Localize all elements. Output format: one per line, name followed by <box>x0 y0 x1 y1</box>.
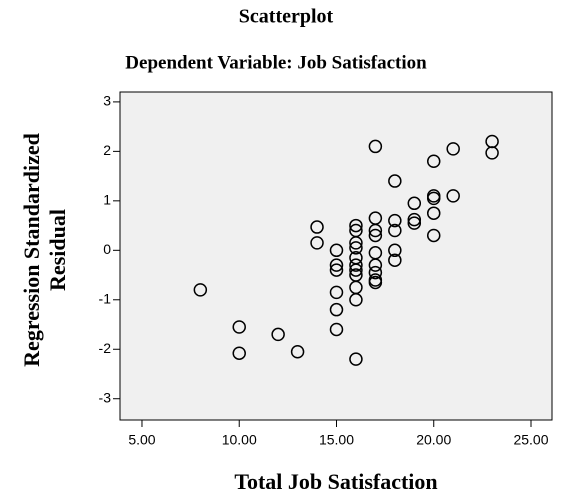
x-tick-label: 5.00 <box>128 432 155 448</box>
x-tick-label: 15.00 <box>319 432 354 448</box>
point <box>368 275 383 290</box>
y-tick-label: -1 <box>99 290 112 306</box>
point <box>349 236 363 250</box>
point <box>368 139 383 154</box>
x-tick-label: 20.00 <box>416 432 451 448</box>
point <box>388 223 402 238</box>
y-axis-label: Regression Standardized <box>19 133 44 367</box>
y-tick-label: 2 <box>103 142 111 158</box>
point <box>368 223 383 238</box>
point <box>407 196 422 211</box>
point <box>349 258 363 272</box>
y-tick-label: -2 <box>99 340 112 356</box>
point <box>407 216 422 230</box>
point <box>193 283 208 297</box>
point <box>329 243 344 258</box>
point <box>349 218 363 233</box>
point <box>232 320 246 334</box>
point <box>310 236 324 250</box>
x-tick-label: 10.00 <box>222 432 257 448</box>
point <box>349 352 363 366</box>
point <box>426 206 441 220</box>
point <box>349 293 363 307</box>
point <box>446 189 460 203</box>
y-axis-label: Residual <box>45 209 70 291</box>
point <box>329 258 344 272</box>
point <box>290 344 305 359</box>
point <box>329 302 344 317</box>
point <box>388 213 402 228</box>
x-tick-label: 25.00 <box>513 432 548 448</box>
point <box>368 258 383 272</box>
point <box>368 265 383 280</box>
chart-subtitle: Dependent Variable: Job Satisfaction <box>125 52 427 73</box>
point <box>349 241 363 255</box>
point <box>329 322 344 337</box>
point <box>329 263 344 277</box>
point <box>368 228 383 243</box>
point <box>388 243 402 258</box>
point <box>349 263 363 277</box>
point <box>271 327 285 342</box>
point <box>426 191 441 206</box>
point <box>426 228 441 243</box>
point <box>310 220 324 234</box>
x-axis-label: Total Job Satisfaction <box>234 469 437 494</box>
point <box>388 174 402 188</box>
point <box>407 212 422 227</box>
y-tick-label: 1 <box>103 192 111 208</box>
y-tick-label: 3 <box>103 93 111 109</box>
point <box>232 346 246 360</box>
y-tick-label: -3 <box>99 389 112 405</box>
point <box>329 285 344 300</box>
point <box>446 142 460 156</box>
chart-title: Scatterplot <box>239 6 334 28</box>
point <box>388 253 402 267</box>
y-tick-label: 0 <box>103 241 111 257</box>
point <box>426 154 441 169</box>
point <box>485 146 499 160</box>
